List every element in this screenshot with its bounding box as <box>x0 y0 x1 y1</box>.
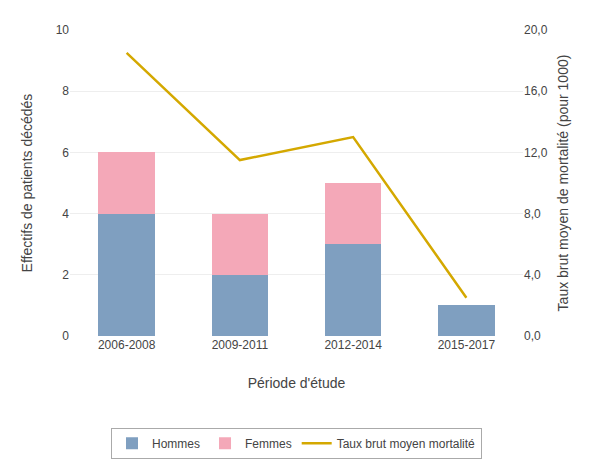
svg-text:2009-2011: 2009-2011 <box>212 338 269 352</box>
svg-text:2006-2008: 2006-2008 <box>98 338 156 352</box>
svg-text:Taux brut moyen mortalité: Taux brut moyen mortalité <box>337 437 475 451</box>
svg-text:2012-2014: 2012-2014 <box>324 338 382 352</box>
svg-text:8: 8 <box>62 84 69 98</box>
svg-text:20,0: 20,0 <box>524 23 548 37</box>
svg-text:2: 2 <box>62 268 69 282</box>
svg-text:Femmes: Femmes <box>245 437 292 451</box>
svg-text:8,0: 8,0 <box>524 207 541 221</box>
svg-text:0: 0 <box>62 329 69 343</box>
svg-text:12,0: 12,0 <box>524 146 548 160</box>
svg-text:6: 6 <box>62 146 69 160</box>
svg-text:4: 4 <box>62 207 69 221</box>
svg-text:Taux brut moyen de mortalité (: Taux brut moyen de mortalité (pour 1000) <box>555 55 571 312</box>
svg-text:Période d'étude: Période d'étude <box>248 375 346 391</box>
svg-text:0,0: 0,0 <box>524 329 541 343</box>
svg-text:4,0: 4,0 <box>524 268 541 282</box>
svg-text:Effectifs de patients décédés: Effectifs de patients décédés <box>19 94 35 273</box>
svg-text:2015-2017: 2015-2017 <box>438 338 496 352</box>
svg-text:10: 10 <box>56 23 70 37</box>
svg-text:16,0: 16,0 <box>524 84 548 98</box>
svg-text:Hommes: Hommes <box>152 437 200 451</box>
